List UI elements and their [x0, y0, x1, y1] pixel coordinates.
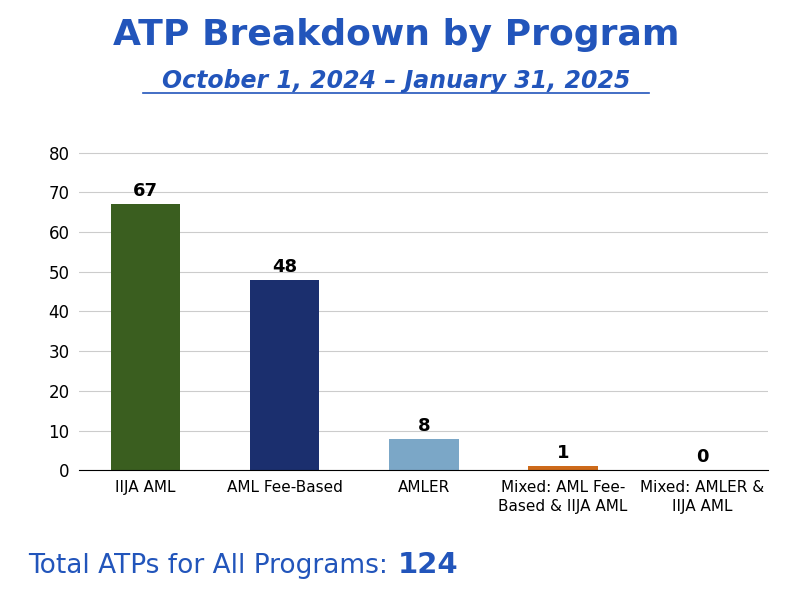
Text: 124: 124 [398, 551, 459, 579]
Text: 1: 1 [557, 444, 569, 463]
Text: ATP Breakdown by Program: ATP Breakdown by Program [112, 18, 680, 52]
Bar [389, 438, 459, 470]
Text: 67: 67 [133, 182, 158, 200]
Bar [528, 466, 598, 470]
Text: 8: 8 [417, 417, 430, 435]
Bar [111, 204, 180, 470]
Text: Total ATPs for All Programs:: Total ATPs for All Programs: [28, 553, 396, 579]
Text: 0: 0 [696, 449, 708, 466]
Text: October 1, 2024 – January 31, 2025: October 1, 2024 – January 31, 2025 [162, 69, 630, 93]
Text: 48: 48 [272, 257, 297, 276]
Bar [249, 280, 319, 470]
